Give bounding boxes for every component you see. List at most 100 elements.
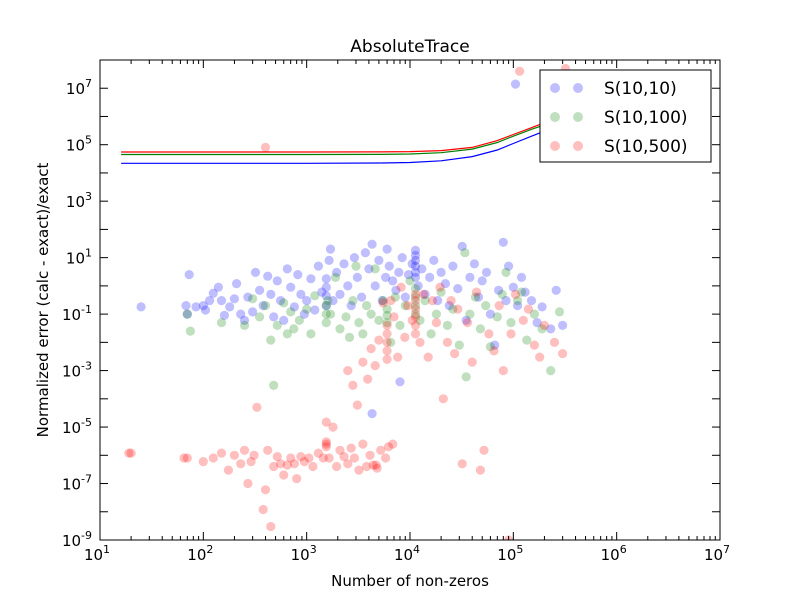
data-point-series-0 bbox=[425, 272, 435, 282]
data-point-series-0 bbox=[321, 291, 331, 301]
y-tick-label: 107 bbox=[66, 77, 92, 98]
data-point-series-2 bbox=[410, 320, 421, 330]
data-point-series-0 bbox=[321, 282, 331, 292]
data-point-series-1 bbox=[410, 309, 421, 319]
legend-marker-s10-100 bbox=[573, 112, 583, 122]
data-point-series-2 bbox=[339, 452, 349, 462]
data-point-series-0 bbox=[448, 261, 458, 271]
data-point-series-2 bbox=[383, 442, 394, 452]
data-point-series-0 bbox=[513, 301, 523, 311]
data-point-series-2 bbox=[418, 289, 429, 299]
data-point-series-0 bbox=[413, 281, 423, 291]
legend-marker-s10-10 bbox=[550, 83, 560, 93]
data-point-series-1 bbox=[279, 298, 289, 308]
data-point-series-0 bbox=[370, 281, 380, 291]
data-point-series-2 bbox=[321, 442, 331, 452]
y-tick-label: 10-9 bbox=[62, 529, 92, 550]
data-point-series-1 bbox=[351, 261, 361, 271]
data-point-series-2 bbox=[249, 450, 259, 460]
data-point-series-0 bbox=[453, 284, 463, 294]
data-point-series-2 bbox=[258, 504, 268, 515]
data-point-series-2 bbox=[263, 445, 273, 455]
data-point-series-0 bbox=[407, 259, 417, 269]
data-point-series-0 bbox=[410, 267, 421, 277]
data-point-series-0 bbox=[546, 324, 556, 334]
data-point-series-2 bbox=[348, 380, 358, 390]
data-point-series-0 bbox=[321, 301, 331, 311]
data-point-series-0 bbox=[537, 302, 547, 312]
data-point-series-1 bbox=[325, 309, 336, 319]
data-point-series-1 bbox=[269, 380, 279, 390]
data-point-series-2 bbox=[252, 402, 262, 412]
data-point-series-0 bbox=[395, 377, 405, 387]
data-point-series-2 bbox=[362, 461, 372, 472]
data-point-series-2 bbox=[427, 296, 438, 306]
data-point-series-0 bbox=[410, 261, 421, 271]
data-point-series-1 bbox=[420, 296, 430, 306]
data-point-series-0 bbox=[420, 289, 430, 299]
data-point-series-2 bbox=[216, 448, 227, 458]
data-point-series-2 bbox=[382, 337, 392, 347]
data-point-series-2 bbox=[386, 296, 396, 306]
data-point-series-0 bbox=[457, 241, 467, 251]
data-point-series-0 bbox=[243, 292, 253, 302]
data-point-series-1 bbox=[481, 301, 491, 311]
data-point-series-0 bbox=[374, 255, 384, 265]
data-point-series-0 bbox=[364, 264, 374, 274]
data-point-series-0 bbox=[346, 301, 356, 311]
data-point-series-2 bbox=[484, 329, 494, 339]
data-point-series-0 bbox=[394, 267, 404, 277]
y-axis-label: Normalized error (calc - exact)/exact bbox=[34, 162, 52, 437]
data-point-series-2 bbox=[453, 304, 463, 314]
data-point-series-0 bbox=[461, 315, 471, 325]
data-point-series-0 bbox=[397, 253, 407, 263]
x-tick-label: 102 bbox=[187, 543, 213, 564]
data-point-series-0 bbox=[200, 305, 211, 315]
data-point-series-1 bbox=[378, 296, 388, 306]
data-point-series-1 bbox=[470, 292, 481, 302]
data-point-series-1 bbox=[436, 287, 446, 297]
data-point-series-0 bbox=[360, 248, 370, 258]
data-point-series-1 bbox=[460, 248, 470, 258]
data-point-series-2 bbox=[289, 459, 299, 469]
data-point-series-1 bbox=[546, 366, 556, 376]
data-point-series-2 bbox=[243, 478, 253, 489]
data-point-series-2 bbox=[343, 459, 353, 469]
data-point-series-2 bbox=[382, 354, 392, 364]
data-point-series-2 bbox=[388, 439, 398, 449]
data-point-series-1 bbox=[260, 301, 271, 311]
data-point-series-1 bbox=[410, 292, 421, 302]
data-point-series-2 bbox=[304, 453, 314, 463]
legend-marker-s10-10 bbox=[573, 83, 583, 93]
data-point-series-0 bbox=[263, 271, 273, 281]
data-point-series-1 bbox=[537, 324, 547, 334]
data-point-series-1 bbox=[386, 337, 396, 347]
data-point-series-1 bbox=[182, 309, 192, 319]
data-point-series-2 bbox=[286, 453, 296, 463]
data-point-series-1 bbox=[239, 320, 250, 330]
data-point-series-1 bbox=[348, 296, 358, 306]
trend-lines bbox=[121, 122, 545, 164]
data-point-series-2 bbox=[346, 443, 356, 453]
x-tick-label: 107 bbox=[704, 543, 730, 564]
data-point-series-1 bbox=[289, 324, 299, 334]
x-tick-label: 105 bbox=[497, 543, 523, 564]
data-point-series-2 bbox=[335, 445, 345, 455]
data-point-series-1 bbox=[282, 329, 292, 339]
legend-label-s10-10: S(10,10) bbox=[604, 79, 677, 99]
data-point-series-2 bbox=[324, 453, 334, 463]
data-point-series-2 bbox=[321, 437, 331, 447]
data-point-series-2 bbox=[276, 459, 286, 469]
data-point-series-0 bbox=[481, 267, 492, 277]
data-point-series-2 bbox=[272, 452, 282, 462]
x-tick-label: 103 bbox=[291, 543, 317, 564]
data-point-series-2 bbox=[462, 318, 473, 328]
data-point-series-0 bbox=[216, 296, 227, 306]
data-point-series-2 bbox=[282, 460, 292, 470]
data-point-series-2 bbox=[292, 474, 302, 484]
y-tick-label: 10-3 bbox=[62, 360, 92, 381]
data-point-series-0 bbox=[317, 287, 327, 297]
data-point-series-2 bbox=[239, 445, 250, 455]
data-point-series-1 bbox=[382, 310, 392, 320]
data-point-series-2 bbox=[321, 439, 331, 449]
